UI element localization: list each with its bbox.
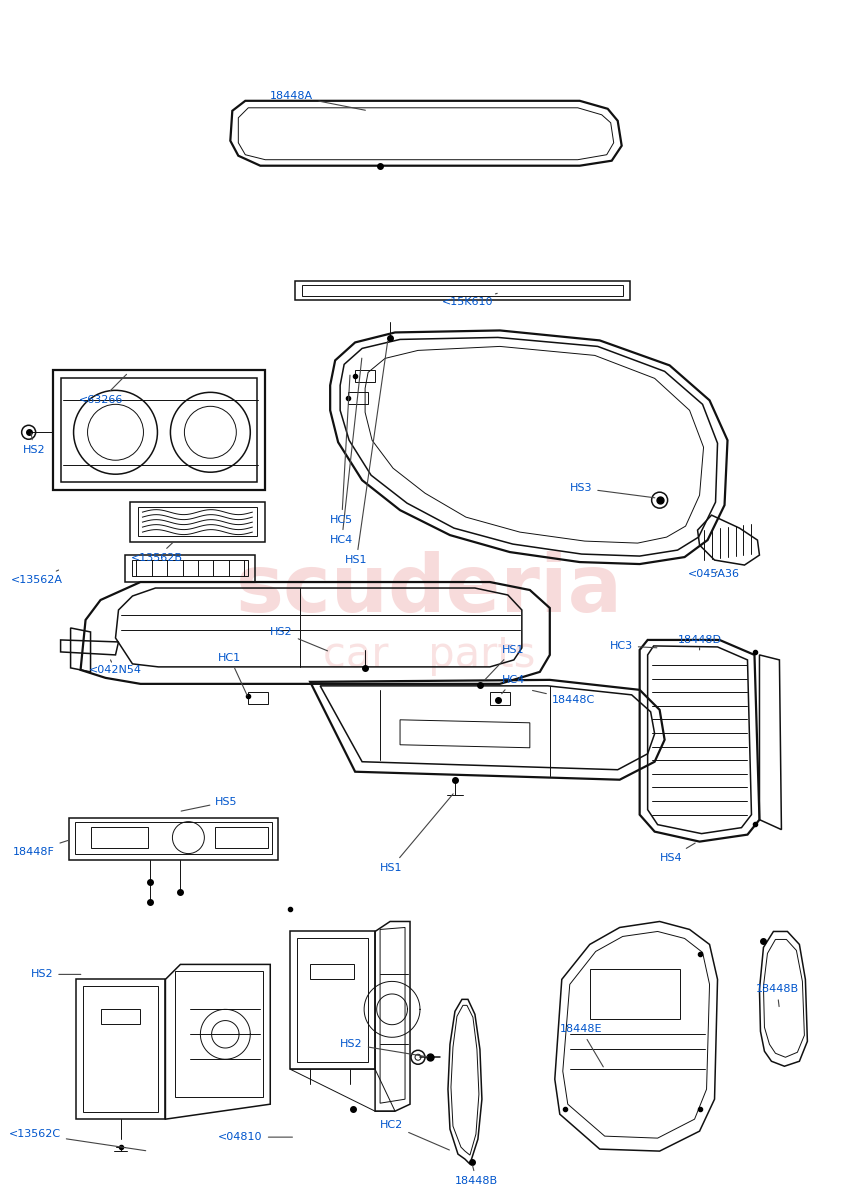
Text: <13562C: <13562C	[9, 1129, 146, 1151]
Text: HS2: HS2	[22, 433, 45, 455]
Text: car   parts: car parts	[323, 634, 535, 676]
Text: HC4: HC4	[330, 358, 362, 545]
Text: HS2: HS2	[31, 970, 81, 979]
Text: HS1: HS1	[485, 644, 524, 680]
Text: HC3: HC3	[610, 641, 657, 650]
Text: <13562A: <13562A	[10, 570, 63, 586]
Text: <63266: <63266	[79, 374, 126, 406]
Text: <042N54: <042N54	[88, 660, 142, 674]
Text: HS1: HS1	[380, 794, 453, 872]
Text: 18448D: 18448D	[678, 635, 722, 650]
Text: <15K610: <15K610	[442, 293, 498, 307]
Text: HC4: HC4	[502, 674, 525, 694]
Text: HC2: HC2	[380, 1120, 450, 1150]
Text: HS2: HS2	[270, 626, 328, 650]
Text: HS3: HS3	[570, 484, 655, 498]
Text: 18448F: 18448F	[13, 840, 68, 857]
Text: HC5: HC5	[330, 376, 353, 526]
Text: 18448B: 18448B	[455, 1165, 498, 1186]
Text: <04810: <04810	[218, 1132, 293, 1142]
Text: HS5: HS5	[181, 797, 238, 811]
Text: 18448E: 18448E	[559, 1025, 603, 1067]
Text: <13562B: <13562B	[130, 542, 183, 563]
Text: 18448B: 18448B	[756, 984, 799, 1007]
Text: HC1: HC1	[218, 653, 247, 695]
Text: 18448C: 18448C	[533, 690, 595, 704]
Text: HS1: HS1	[345, 341, 388, 565]
Text: HS2: HS2	[340, 1039, 427, 1057]
Text: HS4: HS4	[660, 844, 695, 863]
Text: <045A36: <045A36	[687, 569, 740, 580]
Text: scuderia: scuderia	[235, 551, 623, 629]
Text: 18448A: 18448A	[270, 91, 366, 110]
